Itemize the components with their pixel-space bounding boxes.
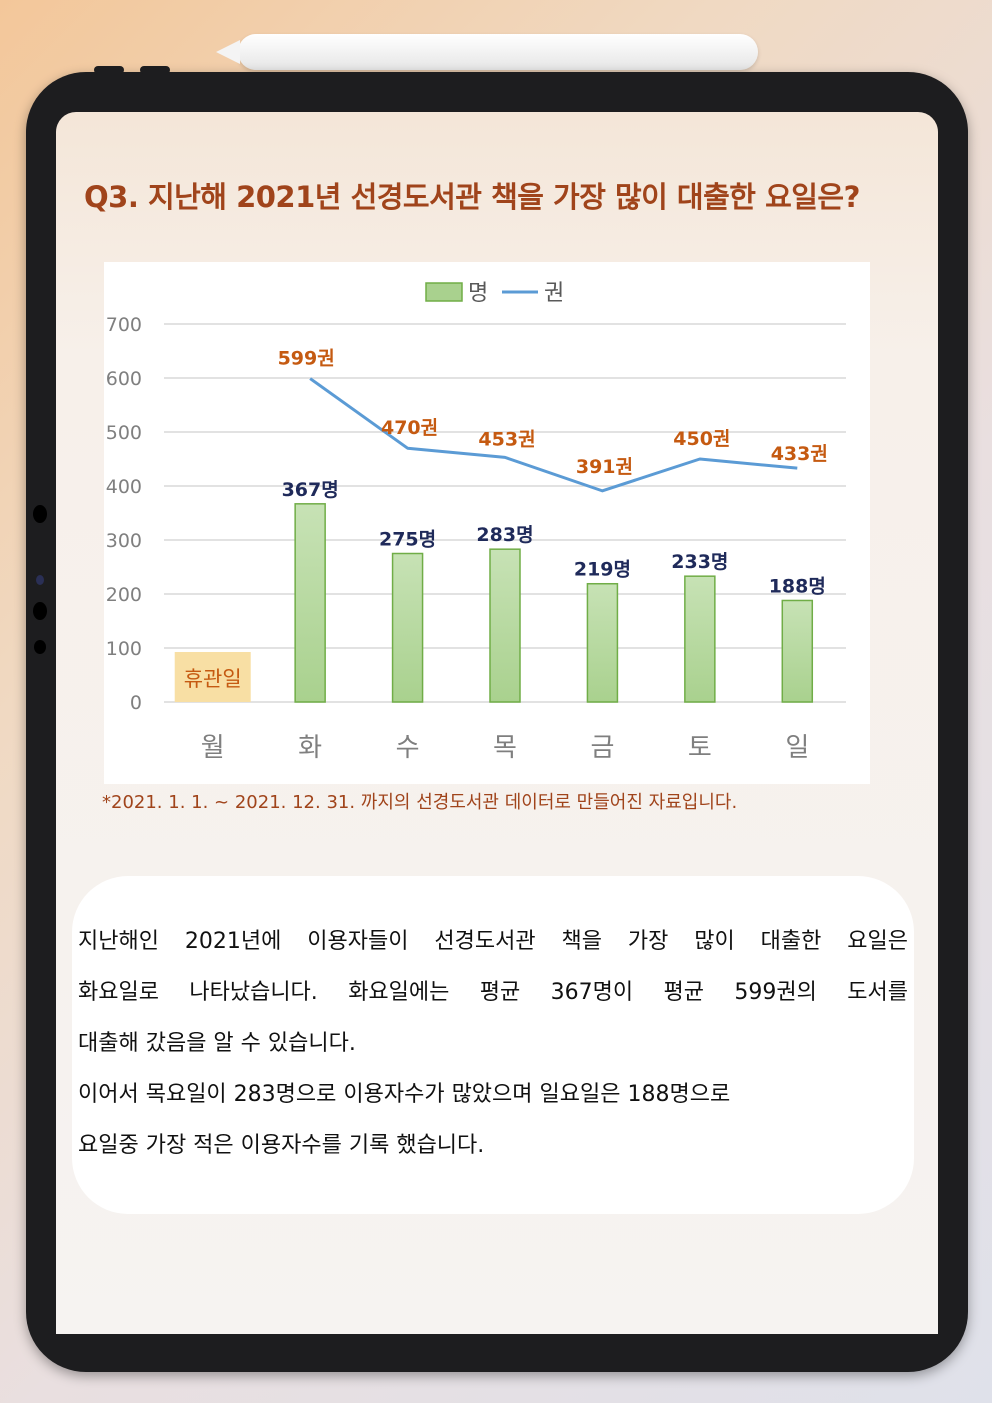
side-sensor-4 — [34, 640, 46, 654]
tablet-top-button-1 — [94, 66, 124, 74]
bar — [391, 552, 424, 703]
summary-line-1: 지난해인 2021년에 이용자들이 선경도서관 책을 가장 많이 대출한 요일은 — [78, 929, 908, 954]
summary-line-2: 화요일로 나타났습니다. 화요일에는 평균 367명이 평균 599권의 도서를 — [78, 980, 908, 1005]
y-tick-label: 600 — [106, 368, 142, 390]
y-tick-label: 100 — [106, 638, 142, 660]
summary-line-3: 대출해 갔음을 알 수 있습니다. — [78, 1031, 356, 1056]
x-tick-label: 수 — [396, 733, 420, 763]
bar-data-label: 188명 — [769, 575, 826, 597]
bar — [489, 548, 521, 703]
bar — [781, 599, 814, 703]
x-tick-label: 화 — [298, 733, 322, 763]
side-sensor-2 — [36, 575, 44, 585]
bar-data-label: 367명 — [282, 479, 339, 501]
side-sensor-1 — [33, 505, 47, 523]
y-tick-label: 500 — [106, 422, 142, 444]
page-title: Q3. 지난해 2021년 선경도서관 책을 가장 많이 대출한 요일은? — [84, 180, 860, 214]
summary-paragraph: 지난해인 2021년에 이용자들이 선경도서관 책을 가장 많이 대출한 요일은… — [78, 916, 908, 1171]
summary-line-5: 요일중 가장 적은 이용자수를 기록 했습니다. — [78, 1133, 485, 1158]
summary-line-4: 이어서 목요일이 283명으로 이용자수가 많았으며 일요일은 188명으로 — [78, 1082, 731, 1107]
line-data-label: 470권 — [381, 417, 438, 439]
bar — [294, 503, 326, 703]
line-data-label: 599권 — [278, 348, 335, 370]
apple-pencil — [216, 34, 758, 70]
tablet-top-button-2 — [140, 66, 170, 74]
line-data-label: 433권 — [771, 443, 828, 465]
side-sensor-3 — [33, 602, 47, 620]
y-tick-label: 400 — [106, 476, 142, 498]
bar-data-label: 219명 — [574, 559, 631, 581]
x-tick-label: 금 — [590, 733, 614, 763]
legend-bar-label: 명 — [468, 281, 488, 306]
closed-day-label: 휴관일 — [184, 667, 242, 691]
weekday-loan-chart: 0 100 200 300 400 500 600 700 월 화 수 목 금 토 일 휴관일 599권 470권… — [106, 281, 846, 763]
bar-data-label: 283명 — [476, 524, 533, 546]
x-tick-label: 목 — [493, 733, 517, 763]
tablet-screen: Q3. 지난해 2021년 선경도서관 책을 가장 많이 대출한 요일은? 0 1… — [56, 112, 938, 1334]
line-series — [309, 377, 798, 493]
bar-data-label: 233명 — [671, 551, 728, 573]
y-tick-label: 300 — [106, 530, 142, 552]
x-tick-label: 일 — [785, 733, 809, 763]
legend-bar-swatch — [425, 282, 463, 302]
bar-data-label: 275명 — [379, 529, 436, 551]
x-tick-label: 토 — [688, 733, 712, 763]
chart-panel: 0 100 200 300 400 500 600 700 월 화 수 목 금 토 일 휴관일 599권 470권… — [104, 262, 870, 784]
legend-line-label: 권 — [544, 281, 564, 306]
bar — [586, 582, 619, 703]
summary-box: 지난해인 2021년에 이용자들이 선경도서관 책을 가장 많이 대출한 요일은… — [72, 876, 914, 1214]
closed-day-box — [174, 652, 251, 702]
y-tick-label: 700 — [106, 314, 142, 336]
y-tick-label: 200 — [106, 584, 142, 606]
line-data-label: 450권 — [673, 428, 730, 450]
footnote: *2021. 1. 1. ~ 2021. 12. 31. 까지의 선경도서관 데… — [102, 792, 738, 813]
line-data-label: 391권 — [576, 456, 633, 478]
bar — [684, 575, 716, 703]
line-data-label: 453권 — [478, 428, 535, 450]
x-tick-label: 월 — [201, 733, 225, 763]
y-tick-label: 0 — [130, 692, 142, 714]
